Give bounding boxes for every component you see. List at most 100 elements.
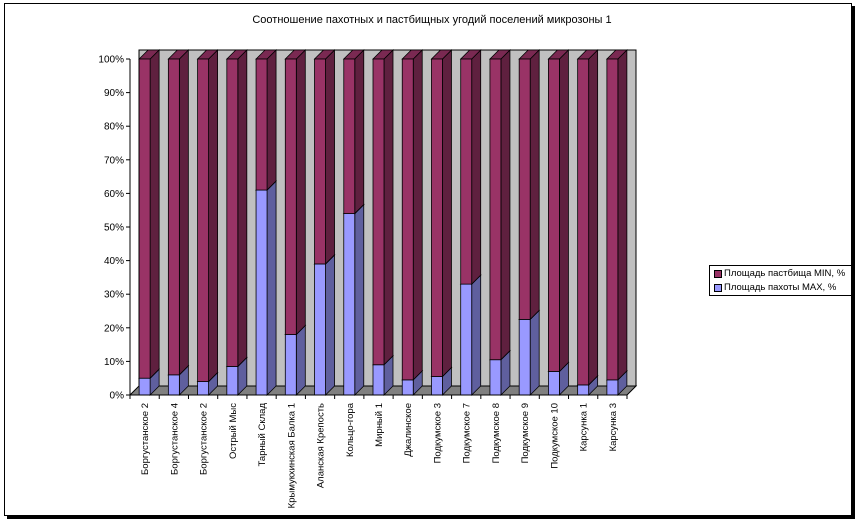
bar-segment <box>225 49 248 368</box>
bar-side <box>266 180 277 396</box>
bar-front <box>138 58 151 379</box>
x-tick-label: Подкумское 3 <box>432 403 443 463</box>
y-tick-label: 100% <box>98 55 124 66</box>
bar-front <box>431 376 443 396</box>
bar-front <box>606 58 619 381</box>
x-tick-label: Боргустанское 4 <box>169 403 180 475</box>
bar-side <box>529 309 540 396</box>
x-tick-label: Карсунка 1 <box>579 403 590 451</box>
bar-side <box>500 49 511 361</box>
bar-front <box>606 379 619 396</box>
bar-front <box>167 374 180 396</box>
bar-segment <box>255 49 278 192</box>
bar-segment <box>284 324 307 396</box>
x-tick-label: Кольцо-гора <box>345 402 356 457</box>
bar-side <box>588 49 599 386</box>
bar-side <box>383 49 394 366</box>
bar-side <box>295 49 306 336</box>
bar-side <box>442 49 452 378</box>
bar-side <box>325 253 335 396</box>
bar-side <box>178 49 189 376</box>
bar-segment <box>372 49 394 366</box>
bar-front <box>343 213 356 396</box>
y-tick-label: 20% <box>104 323 124 334</box>
bar-front <box>226 366 239 396</box>
legend-label-pasture: Площадь пастбища MIN, % <box>724 268 846 279</box>
bar-segment <box>518 309 541 396</box>
bar-segment <box>401 49 424 381</box>
bar-segment <box>430 49 453 378</box>
x-tick-label: Крымукхинская Балка 1 <box>286 403 297 508</box>
bar-side <box>471 274 482 396</box>
bar-side <box>237 49 248 368</box>
bar-front <box>489 58 502 361</box>
x-tick-label: Подкумское 8 <box>491 403 502 463</box>
bar-front <box>489 359 502 396</box>
x-tick-label: Подкумское 9 <box>520 403 531 463</box>
bar-front <box>372 58 385 366</box>
bar-front <box>314 58 326 265</box>
bar-segment <box>313 253 336 396</box>
bar-front <box>372 364 385 396</box>
bar-segment <box>342 49 365 215</box>
y-tick-label: 80% <box>104 122 124 133</box>
bar-front <box>401 58 414 381</box>
bar-segment <box>547 49 570 373</box>
legend-item-pasture: Площадь пастбища MIN, % <box>710 267 851 280</box>
legend-swatch-plowland <box>714 284 722 292</box>
bar-side <box>529 49 540 321</box>
x-tick-label: Подкумское 10 <box>549 403 560 469</box>
bar-front <box>548 371 560 396</box>
y-tick-label: 40% <box>104 256 124 267</box>
bar-front <box>431 58 443 377</box>
bar-segment <box>459 274 482 396</box>
bar-front <box>138 377 151 396</box>
bar-side <box>295 324 306 396</box>
bars <box>138 49 628 396</box>
y-axis: 0% 10% 20% 30% 40% 50% 60% 70% 80% 90% 100% <box>98 55 131 402</box>
y-tick-label: 0% <box>110 391 125 402</box>
legend-label-plowland: Площадь пахоты MAX, % <box>724 282 837 293</box>
bar-front <box>548 58 560 372</box>
bar-front <box>197 381 209 396</box>
bar-segment <box>459 49 482 286</box>
bar-front <box>167 58 180 376</box>
bar-side <box>266 49 277 192</box>
bar-front <box>255 189 268 396</box>
bar-segment <box>255 180 278 396</box>
bar-front <box>284 334 297 396</box>
bar-side <box>208 49 218 383</box>
x-tick-label: Тарный Склад <box>257 403 268 467</box>
x-tick-label: Боргустанское 2 <box>199 403 210 475</box>
x-tick-label: Мирный 1 <box>374 403 385 447</box>
bar-side <box>149 49 160 380</box>
bar-front <box>255 58 268 191</box>
bar-front <box>226 58 239 367</box>
x-tick-label: Джалинское <box>403 403 414 457</box>
bar-segment <box>138 49 161 380</box>
bar-front <box>460 58 473 285</box>
bar-segment <box>284 49 307 336</box>
y-tick-label: 60% <box>104 189 124 200</box>
bar-segment <box>605 49 628 381</box>
y-tick-label: 90% <box>104 88 124 99</box>
legend: Площадь пастбища MIN, % Площадь пахоты M… <box>709 265 852 296</box>
bar-side <box>471 49 482 286</box>
bar-front <box>518 58 531 320</box>
x-tick-label: Карсунка 3 <box>608 403 619 451</box>
legend-item-plowland: Площадь пахоты MAX, % <box>710 281 851 294</box>
bar-front <box>314 263 326 396</box>
x-tick-label: Подкумское 7 <box>462 403 473 463</box>
bar-segment <box>576 49 599 386</box>
y-tick-label: 30% <box>104 290 124 301</box>
y-tick-label: 70% <box>104 155 124 166</box>
bar-segment <box>313 49 336 265</box>
bar-side <box>354 49 365 215</box>
bar-front <box>401 379 414 396</box>
bar-segment <box>342 203 365 396</box>
bar-side <box>617 49 628 381</box>
bar-segment <box>167 49 190 376</box>
bar-side <box>412 49 423 381</box>
bar-front <box>197 58 209 382</box>
x-tick-label: Острый Мыс <box>228 403 239 459</box>
